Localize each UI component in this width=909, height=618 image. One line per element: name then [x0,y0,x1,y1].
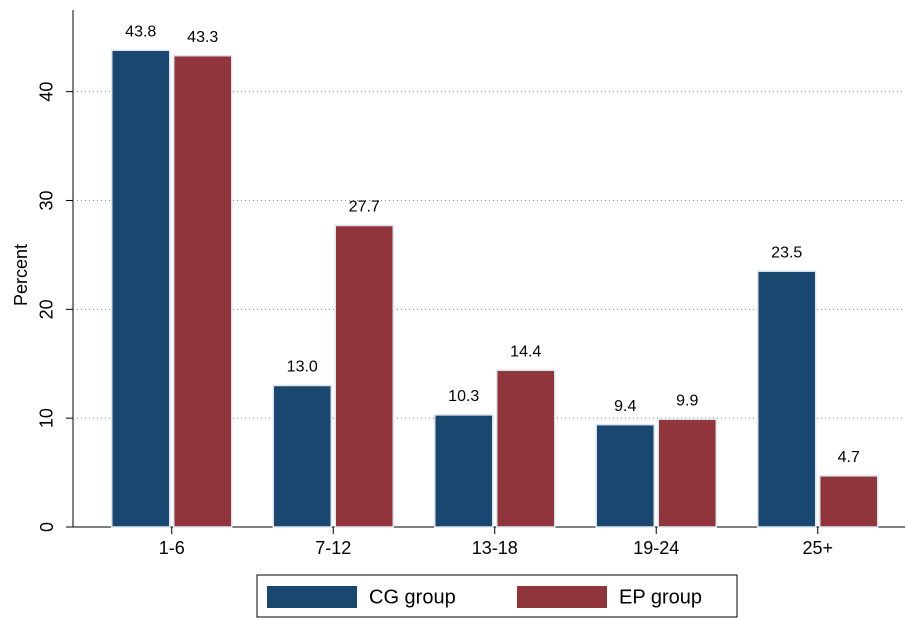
bar [434,414,494,528]
bar [334,224,394,528]
value-label: 14.4 [510,343,541,360]
bar [657,418,717,528]
legend-label: EP group [619,586,702,608]
x-tick-label: 13-18 [472,538,518,558]
value-label: 10.3 [448,388,479,405]
bar [757,270,817,528]
y-axis-label: Percent [11,244,31,306]
value-label: 9.9 [676,392,698,409]
value-label: 9.4 [614,398,636,415]
y-tick-label: 40 [37,82,57,102]
bar [496,369,556,528]
value-label: 13.0 [287,359,318,376]
value-label: 43.8 [125,23,156,40]
bar [111,49,171,528]
value-label: 4.7 [838,449,860,466]
y-tick-label: 20 [37,299,57,319]
value-label: 27.7 [349,199,380,216]
value-label: 43.3 [187,29,218,46]
legend-label: CG group [369,586,456,608]
value-label: 23.5 [771,244,802,261]
x-tick-label: 19-24 [633,538,679,558]
y-tick-label: 10 [37,408,57,428]
y-tick-label: 0 [37,522,57,532]
x-tick-label: 1-6 [159,538,185,558]
bar [173,54,233,528]
x-tick-label: 7-12 [315,538,351,558]
legend-swatch [517,586,607,608]
legend-swatch [267,586,357,608]
x-tick-label: 25+ [802,538,833,558]
bar [819,475,879,528]
y-tick-label: 30 [37,190,57,210]
bar [595,423,655,528]
bar [272,384,332,528]
